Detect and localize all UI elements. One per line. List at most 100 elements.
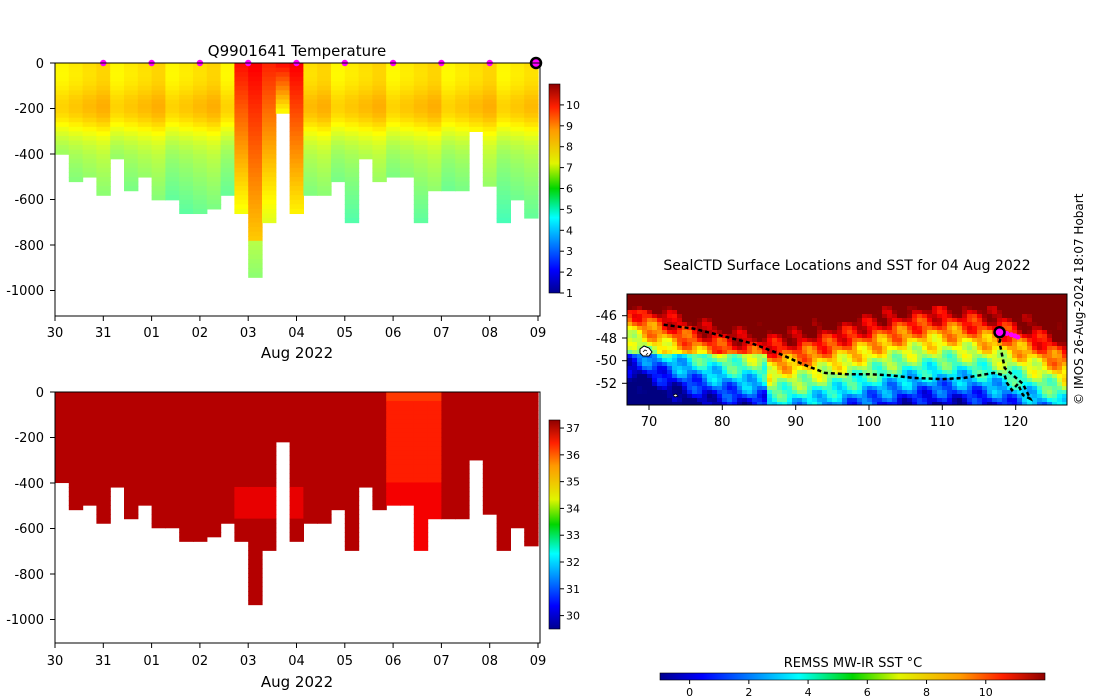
salinity-cell bbox=[110, 437, 125, 443]
sst-pixel bbox=[692, 318, 698, 323]
temperature-cell bbox=[124, 167, 139, 174]
sst-pixel bbox=[807, 398, 813, 403]
salinity-cell bbox=[413, 464, 429, 470]
sst-pixel bbox=[917, 322, 923, 327]
sst-pixel bbox=[657, 346, 663, 351]
temperature-cell bbox=[510, 113, 525, 119]
temperature-cell bbox=[427, 181, 442, 187]
sst-pixel bbox=[667, 314, 673, 319]
salinity-cell bbox=[331, 392, 346, 398]
temperature-cell bbox=[55, 108, 70, 114]
temperature-cell bbox=[524, 154, 539, 160]
sst-pixel bbox=[1017, 374, 1023, 379]
temperature-cell bbox=[427, 186, 442, 192]
temperature-cell bbox=[441, 117, 456, 123]
temperature-cell bbox=[110, 126, 125, 132]
sst-pixel bbox=[977, 394, 983, 399]
sst-pixel bbox=[857, 330, 863, 335]
salinity-cell bbox=[165, 455, 180, 461]
salinity-cell bbox=[496, 401, 511, 407]
sst-pixel bbox=[1002, 370, 1008, 375]
sst-pixel bbox=[787, 358, 793, 363]
salinity-cell bbox=[427, 459, 442, 465]
temperature-cell bbox=[193, 81, 208, 87]
salinity-cell bbox=[55, 455, 70, 461]
salinity-cell bbox=[482, 473, 498, 479]
sst-pixel bbox=[927, 362, 933, 367]
temperature-cell bbox=[206, 145, 222, 151]
salinity-cell bbox=[427, 500, 442, 506]
sst-pixel bbox=[947, 338, 953, 343]
salinity-cell bbox=[524, 523, 539, 529]
sst-pixel bbox=[1042, 334, 1048, 339]
temperature-cell bbox=[206, 204, 222, 210]
salinity-cell bbox=[124, 428, 139, 434]
salinity-cell bbox=[248, 514, 263, 520]
salinity-cell bbox=[317, 514, 332, 520]
sst-pixel bbox=[1037, 298, 1043, 303]
sst-pixel bbox=[787, 402, 793, 405]
sst-pixel bbox=[1007, 346, 1013, 351]
sst-pixel bbox=[942, 342, 948, 347]
temperature-cell bbox=[469, 108, 484, 114]
sst-pixel bbox=[697, 402, 703, 405]
salinity-cell bbox=[400, 486, 415, 493]
sst-pixel bbox=[657, 326, 663, 331]
sst-pixel bbox=[737, 306, 743, 311]
temperature-cell bbox=[234, 104, 249, 110]
temperature-cell bbox=[248, 67, 263, 73]
salinity-cell bbox=[96, 514, 111, 520]
salinity-cell bbox=[344, 419, 360, 425]
sst-pixel bbox=[792, 314, 798, 319]
salinity-cell bbox=[372, 441, 387, 447]
temperature-cell bbox=[413, 195, 429, 201]
sst-pixel bbox=[682, 366, 688, 371]
sst-pixel bbox=[702, 350, 708, 355]
sst-pixel bbox=[772, 314, 778, 319]
sst-pixel bbox=[967, 314, 973, 319]
salinity-cell bbox=[206, 518, 222, 524]
sst-pixel bbox=[772, 402, 778, 405]
sst-pixel bbox=[867, 370, 873, 375]
salinity-cell bbox=[289, 419, 304, 425]
salinity-cell bbox=[179, 509, 194, 515]
sst-pixel bbox=[927, 334, 933, 339]
sst-pixel bbox=[702, 306, 708, 311]
sst-pixel bbox=[752, 398, 758, 403]
temperature-cell bbox=[220, 186, 235, 192]
sst-pixel bbox=[937, 294, 943, 299]
temperature-cell bbox=[496, 163, 511, 169]
sst-pixel bbox=[827, 402, 833, 405]
salinity-cell bbox=[206, 473, 222, 479]
temperature-cell bbox=[124, 108, 139, 114]
temperature-cell bbox=[344, 131, 360, 137]
salinity-cell bbox=[413, 410, 429, 416]
salinity-cell bbox=[496, 468, 511, 474]
sst-pixel bbox=[732, 330, 738, 335]
sst-pixel bbox=[712, 334, 718, 339]
temperature-cell bbox=[413, 126, 429, 132]
sst-pixel bbox=[747, 378, 753, 383]
sst-pixel bbox=[847, 330, 853, 335]
temperature-cell bbox=[220, 108, 235, 114]
sst-pixel bbox=[937, 306, 943, 311]
temperature-cell bbox=[220, 117, 235, 123]
temperature-cell bbox=[248, 172, 263, 178]
salinity-cell bbox=[344, 505, 360, 511]
salinity-cell bbox=[262, 473, 277, 479]
sst-pixel bbox=[882, 378, 888, 383]
salinity-cell bbox=[317, 500, 332, 506]
map-y-axis: -46 -48 -50 -52 bbox=[596, 309, 627, 392]
temperature-cell bbox=[68, 149, 84, 155]
salinity-cell bbox=[262, 536, 277, 542]
salinity-cell bbox=[220, 477, 235, 484]
sst-pixel bbox=[867, 402, 873, 405]
sst-pixel bbox=[872, 370, 878, 375]
salinity-cell bbox=[413, 468, 429, 474]
sst-pixel bbox=[642, 402, 648, 405]
sst-pixel bbox=[827, 294, 833, 299]
sst-pixel bbox=[627, 398, 633, 403]
sst-pixel bbox=[647, 358, 653, 363]
sst-pixel bbox=[932, 318, 938, 323]
